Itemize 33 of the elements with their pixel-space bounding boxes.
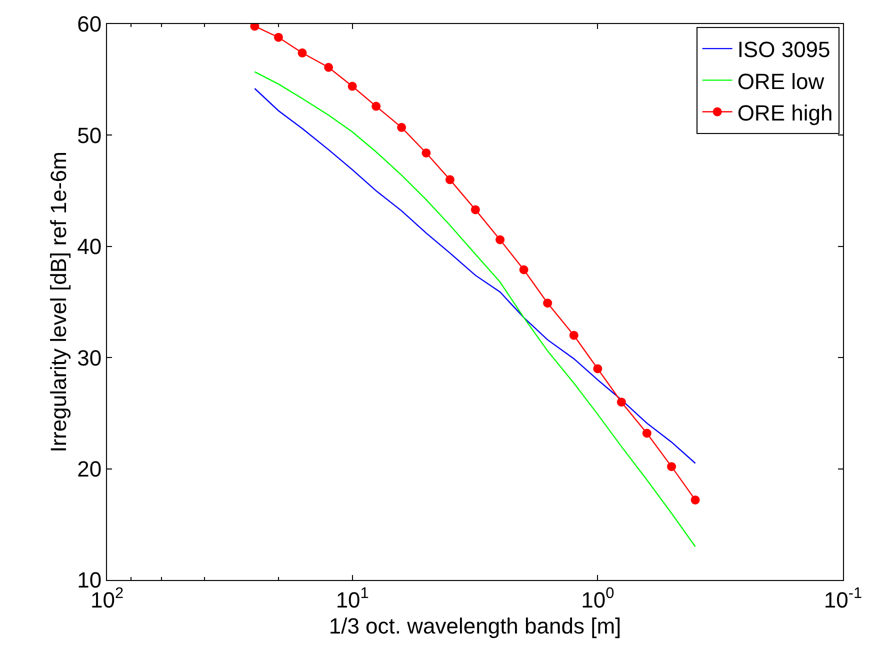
point (616, 398, 626, 407)
y-axis-title: Irregularity level [dB] ref 1e-6m (46, 152, 71, 452)
point (593, 364, 602, 374)
point (543, 298, 552, 308)
point (642, 428, 652, 438)
y-tick-label: 50 (77, 122, 102, 148)
point (324, 62, 334, 72)
point (569, 330, 578, 340)
point (422, 148, 431, 158)
legend-label: ISO 3095 (737, 37, 830, 62)
y-tick-label: 60 (77, 12, 102, 37)
legend-label: ORE low (737, 68, 824, 94)
point (348, 82, 357, 91)
point (519, 265, 528, 274)
point (470, 205, 480, 214)
point (690, 495, 700, 504)
point (372, 102, 381, 111)
x-tick-label: 10$^{0}$ (581, 585, 614, 612)
line-series (254, 88, 696, 464)
point (445, 175, 454, 184)
x-tick-label: 10$^{-1}$ (824, 585, 862, 612)
point (274, 32, 283, 42)
y-tick-label: 40 (77, 234, 102, 260)
line-series (254, 71, 696, 548)
y-tick-label: 20 (77, 456, 102, 482)
legend-label: ORE high (737, 100, 833, 126)
x-axis-title: 1/3 oct. wavelength bands [m] (328, 613, 622, 638)
point (496, 235, 505, 244)
point (298, 48, 307, 58)
point (397, 122, 406, 132)
point (667, 462, 676, 472)
x-tick-label: 10$^{1}$ (336, 585, 369, 612)
y-tick-label: 30 (77, 345, 102, 370)
